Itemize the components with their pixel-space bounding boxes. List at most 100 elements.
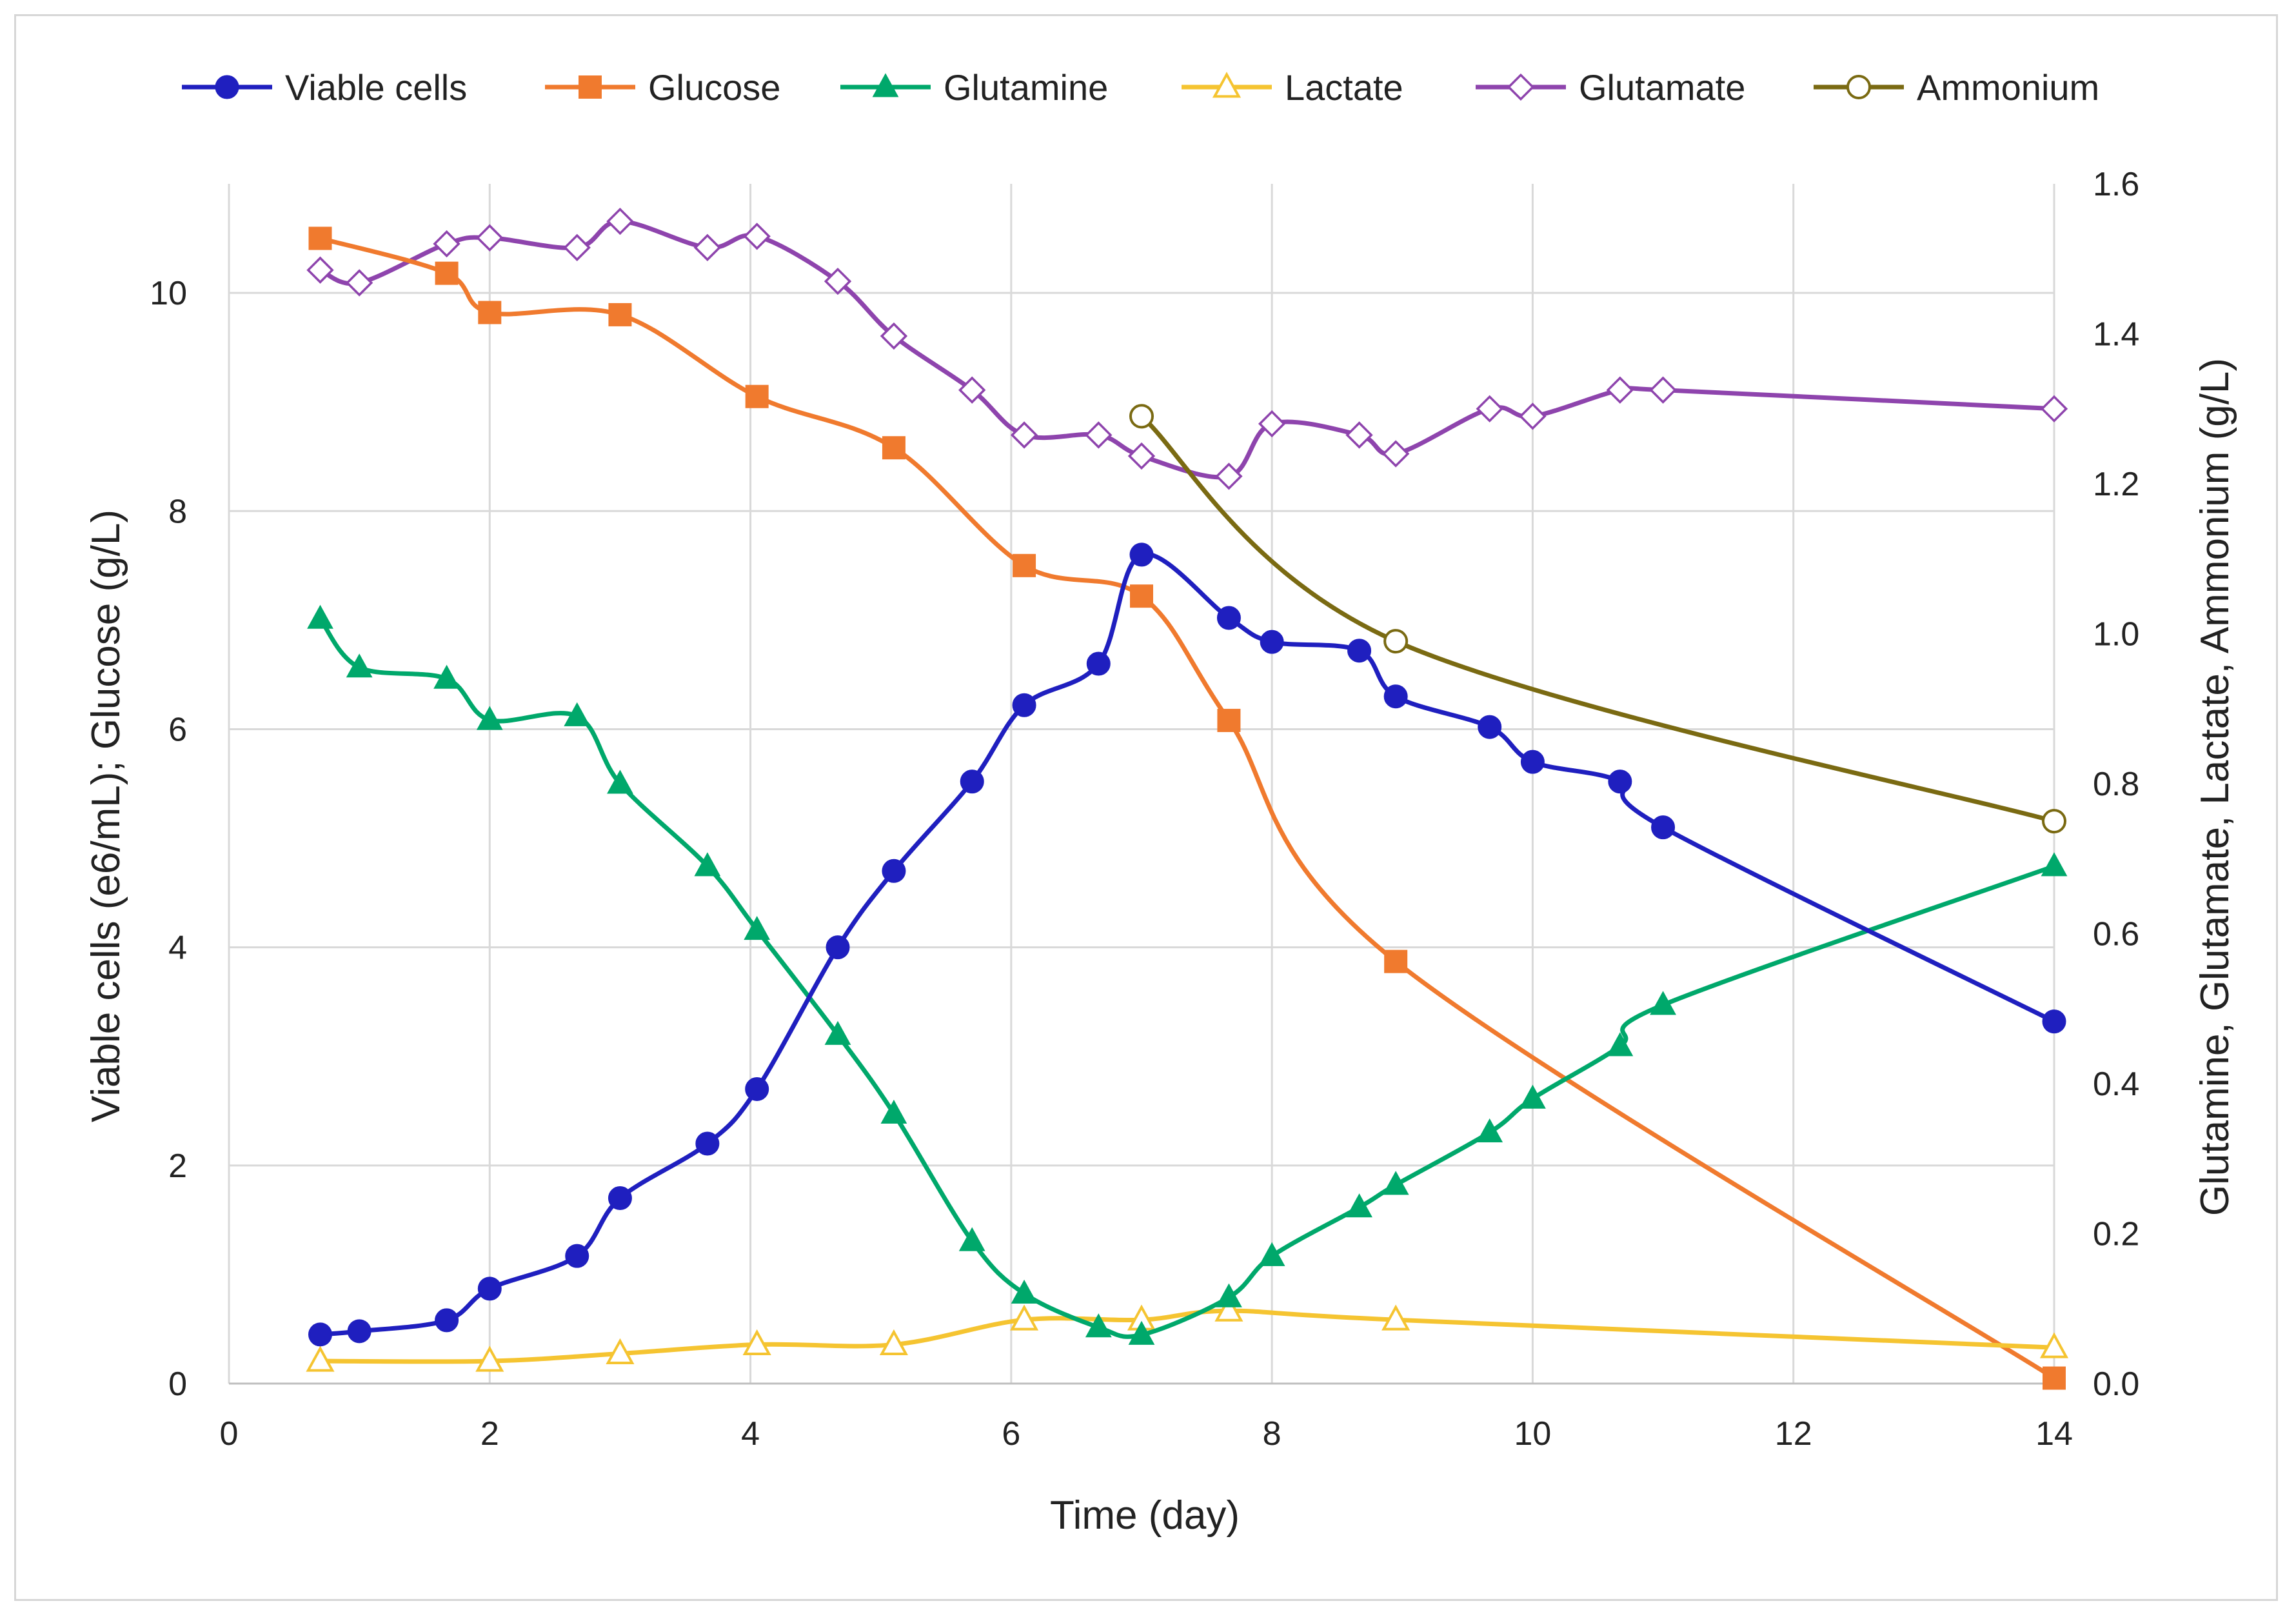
y-axis-left-title: Viable cells (e6/mL); Glucose (g/L) xyxy=(84,510,128,1122)
glutamate-point xyxy=(306,256,334,284)
legend-marker xyxy=(1846,75,1871,99)
y-right-tick-label: 0.2 xyxy=(2093,1216,2139,1253)
viable-cells-point xyxy=(960,770,984,794)
glucose-point xyxy=(1217,708,1241,732)
glutamine-point xyxy=(1346,1193,1372,1218)
glutamate-point xyxy=(1010,421,1038,449)
glutamine-point xyxy=(476,706,503,730)
y-right-tick-label: 1.4 xyxy=(2093,316,2139,353)
series-viable-cells xyxy=(308,542,2066,1347)
viable-cells-point xyxy=(565,1244,589,1268)
y-right-tick-label: 1.6 xyxy=(2093,166,2139,203)
viable-cells-line xyxy=(318,551,2057,1337)
viable-cells-point xyxy=(1651,815,1676,840)
glutamate-point xyxy=(1345,421,1373,449)
y-right-tick-label: 1.2 xyxy=(2093,466,2139,503)
legend-label: Lactate xyxy=(1285,67,1403,108)
legend-item-lactate: Lactate xyxy=(1182,67,1403,108)
lactate-point xyxy=(475,1346,504,1372)
series-lactate xyxy=(306,1295,2069,1372)
glutamate-point xyxy=(345,269,373,297)
glutamine-point xyxy=(1085,1313,1112,1338)
glucose-point xyxy=(308,226,332,250)
legend-marker xyxy=(1212,72,1242,98)
glutamate-point xyxy=(1476,395,1503,422)
viable-cells-point xyxy=(1608,770,1632,794)
glutamine-point xyxy=(1216,1283,1242,1307)
viable-cells-point xyxy=(608,1186,632,1211)
glutamine-point xyxy=(1650,991,1676,1015)
glutamate-point xyxy=(1258,410,1286,438)
y-left-tick-label: 2 xyxy=(168,1147,187,1185)
viable-cells-point xyxy=(2042,1009,2066,1034)
y-left-tick-label: 8 xyxy=(168,493,187,530)
legend-item-glutamine: Glutamine xyxy=(840,67,1108,108)
legend-item-glucose: Glucose xyxy=(545,67,780,108)
legend-label: Glutamine xyxy=(944,67,1108,108)
viable-cells-point xyxy=(1478,715,1502,739)
glutamine-point xyxy=(1607,1032,1634,1057)
x-tick-label: 14 xyxy=(2035,1415,2073,1453)
glutamine-point xyxy=(1011,1279,1038,1304)
glutamine-point xyxy=(1128,1320,1155,1345)
viable-cells-point xyxy=(695,1131,720,1156)
viable-cells-point xyxy=(435,1308,459,1333)
gridlines xyxy=(228,184,2055,1385)
glutamine-point xyxy=(1258,1242,1285,1266)
legend: Viable cells Glucose Glutamine Lactate Gluta… xyxy=(182,67,2099,108)
viable-cells-point xyxy=(308,1322,332,1347)
glutamate-point xyxy=(1382,440,1410,468)
glutamate-point xyxy=(1085,421,1113,449)
viable-cells-point xyxy=(1216,606,1241,630)
glutamine-point xyxy=(824,1020,851,1045)
ammonium-point xyxy=(1383,629,1409,654)
glutamate-point xyxy=(2040,395,2068,422)
y-right-tick-label: 0.8 xyxy=(2093,766,2139,803)
lactate-point xyxy=(606,1338,635,1364)
viable-cells-point xyxy=(826,935,850,960)
glucose-point xyxy=(478,301,502,324)
viable-cells-point xyxy=(1086,651,1111,676)
lactate-point xyxy=(1009,1304,1039,1331)
legend-item-glutamate: Glutamate xyxy=(1476,67,1745,108)
series xyxy=(306,207,2069,1390)
glutamate-point xyxy=(1606,376,1634,404)
glutamine-point xyxy=(744,916,771,940)
ammonium-point xyxy=(1129,404,1154,429)
glucose-point xyxy=(435,261,459,285)
y-right-tick-label: 1.0 xyxy=(2093,616,2139,653)
glutamine-point xyxy=(564,702,591,726)
lactate-point xyxy=(879,1329,909,1355)
viable-cells-point xyxy=(1012,693,1036,717)
x-tick-label: 8 xyxy=(1263,1415,1282,1453)
glucose-point xyxy=(2043,1366,2066,1390)
series-glucose xyxy=(308,226,2066,1390)
glutamine-point xyxy=(433,664,460,689)
y-right-tick-label: 0.6 xyxy=(2093,916,2139,953)
legend-label: Viable cells xyxy=(285,67,467,108)
viable-cells-point xyxy=(347,1319,371,1344)
legend-label: Glucose xyxy=(648,67,780,108)
lactate-point xyxy=(1214,1295,1243,1322)
glutamate-point xyxy=(693,233,722,261)
y-axis-right-title: Glutamine, Glutamate, Lactate, Ammonium … xyxy=(2193,358,2237,1216)
glutamate-point xyxy=(1127,442,1156,470)
glutamate-point xyxy=(1519,402,1547,430)
viable-cells-point xyxy=(1260,630,1284,654)
viable-cells-point xyxy=(745,1077,769,1101)
legend-marker xyxy=(579,75,602,99)
glutamate-point xyxy=(1215,462,1243,490)
glutamine-point xyxy=(958,1227,985,1251)
glucose-point xyxy=(608,303,632,326)
viable-cells-point xyxy=(477,1276,502,1301)
viable-cells-point xyxy=(1129,542,1154,567)
glutamate-point xyxy=(606,207,634,235)
glutamine-point xyxy=(880,1099,907,1124)
x-tick-label: 4 xyxy=(741,1415,760,1453)
legend-label: Glutamate xyxy=(1579,67,1745,108)
viable-cells-point xyxy=(1347,639,1372,663)
x-tick-label: 10 xyxy=(1514,1415,1552,1453)
y-left-tick-label: 10 xyxy=(150,275,187,312)
glutamate-point xyxy=(476,224,504,252)
